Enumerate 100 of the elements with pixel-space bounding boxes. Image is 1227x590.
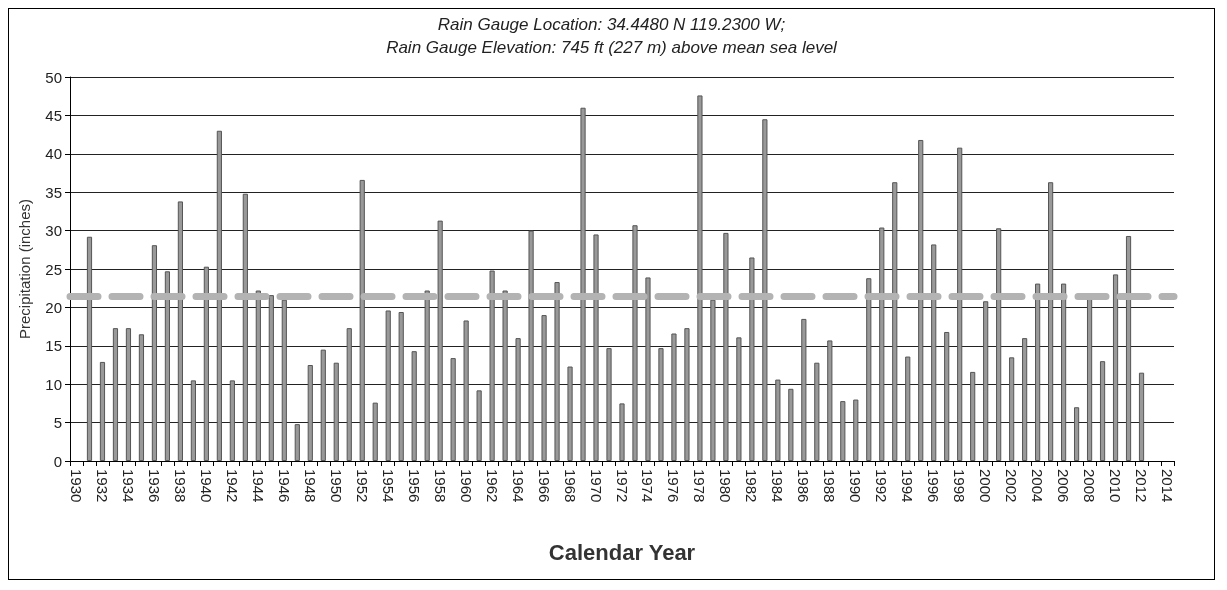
x-tick-label: 1996 [925, 469, 943, 503]
bar [255, 290, 261, 461]
bar [476, 390, 482, 461]
bar [125, 328, 132, 461]
x-tick-label: 1994 [899, 469, 917, 503]
bar [970, 371, 976, 461]
bar [606, 348, 612, 461]
bar [320, 349, 326, 461]
bar [944, 331, 950, 461]
bar [775, 379, 781, 461]
x-tick-label: 1982 [743, 469, 761, 503]
bar [879, 227, 885, 461]
x-tick-label: 2012 [1133, 469, 1151, 503]
bar [749, 257, 755, 461]
bar [229, 380, 235, 461]
y-axis-title: Precipitation (inches) [16, 198, 33, 340]
x-tick-label: 1936 [145, 469, 163, 503]
bar [1048, 182, 1054, 461]
chart-subtitle: Rain Gauge Elevation: 745 ft (227 m) above mean sea level [386, 38, 839, 57]
bar [268, 295, 274, 461]
bar [424, 290, 430, 461]
bar [372, 402, 378, 461]
bar [333, 362, 339, 461]
bar [151, 245, 158, 461]
bar [1086, 297, 1093, 461]
x-tick-label: 2000 [977, 469, 995, 503]
bar [398, 312, 404, 461]
bar [658, 348, 664, 461]
bar [866, 278, 872, 461]
x-tick-label: 1964 [509, 469, 527, 503]
bar [671, 333, 677, 461]
x-tick-label: 1958 [431, 469, 449, 503]
bar [684, 328, 690, 461]
bar [996, 228, 1002, 461]
bar [489, 270, 495, 461]
x-tick-label: 2008 [1081, 469, 1099, 503]
x-axis-title: Calendar Year [548, 539, 696, 565]
x-tick-label: 1990 [847, 469, 865, 503]
x-tick-label: 1942 [223, 469, 241, 503]
bar [177, 201, 183, 461]
x-tick-label: 1940 [197, 469, 215, 503]
bar [437, 220, 443, 461]
bar [528, 230, 534, 461]
bar [1073, 407, 1080, 461]
x-tick-label: 1988 [821, 469, 839, 503]
x-tick-label: 1946 [275, 469, 293, 503]
x-tick-label: 1960 [457, 469, 475, 503]
bar [216, 130, 222, 461]
bar [1099, 361, 1106, 461]
x-tick-label: 1952 [353, 469, 371, 503]
bar [1125, 235, 1132, 461]
bar [541, 315, 547, 461]
bar [1112, 274, 1119, 461]
bar [697, 95, 703, 461]
x-tick-label: 1962 [483, 469, 501, 503]
x-tick-label: 1956 [405, 469, 423, 503]
bar [502, 290, 508, 461]
bar [190, 380, 196, 461]
bar [931, 244, 937, 461]
bar [905, 356, 911, 461]
x-tick-label: 1968 [561, 469, 579, 503]
x-tick-label: 1986 [795, 469, 813, 503]
x-tick-label: 1930 [67, 469, 85, 503]
x-tick-label: 1978 [691, 469, 709, 503]
bar [788, 388, 794, 461]
y-tick-label: 25 [45, 260, 62, 278]
bar [1061, 283, 1067, 461]
x-tick-label: 1944 [249, 469, 267, 503]
bar [762, 119, 768, 461]
x-tick-label: 1974 [639, 469, 657, 503]
bar [619, 403, 625, 461]
bar [723, 232, 729, 461]
bar [281, 299, 287, 461]
bar [983, 301, 989, 461]
bar [1009, 357, 1015, 461]
bar [710, 299, 716, 461]
y-tick-label: 40 [45, 145, 62, 163]
x-tick-label: 2010 [1107, 469, 1125, 503]
y-tick-label: 0 [53, 452, 62, 470]
bar [411, 351, 417, 461]
x-tick-label: 1948 [301, 469, 319, 503]
bar [892, 182, 898, 461]
y-tick-label: 35 [45, 183, 62, 201]
bar [853, 399, 859, 461]
bar [1138, 372, 1145, 461]
y-tick-label: 50 [45, 68, 62, 86]
bar [957, 147, 963, 461]
bar [346, 328, 352, 461]
bar [827, 340, 833, 461]
bar [307, 365, 313, 461]
bar [203, 266, 209, 461]
bar [840, 401, 846, 461]
x-tick-label: 2006 [1055, 469, 1073, 503]
bar [385, 310, 391, 461]
x-tick-label: 2002 [1003, 469, 1021, 503]
y-tick-label: 5 [53, 414, 62, 432]
y-tick-label: 15 [45, 337, 62, 355]
bar [1022, 338, 1028, 461]
x-tick-label: 2014 [1159, 469, 1177, 503]
bar [450, 358, 456, 461]
